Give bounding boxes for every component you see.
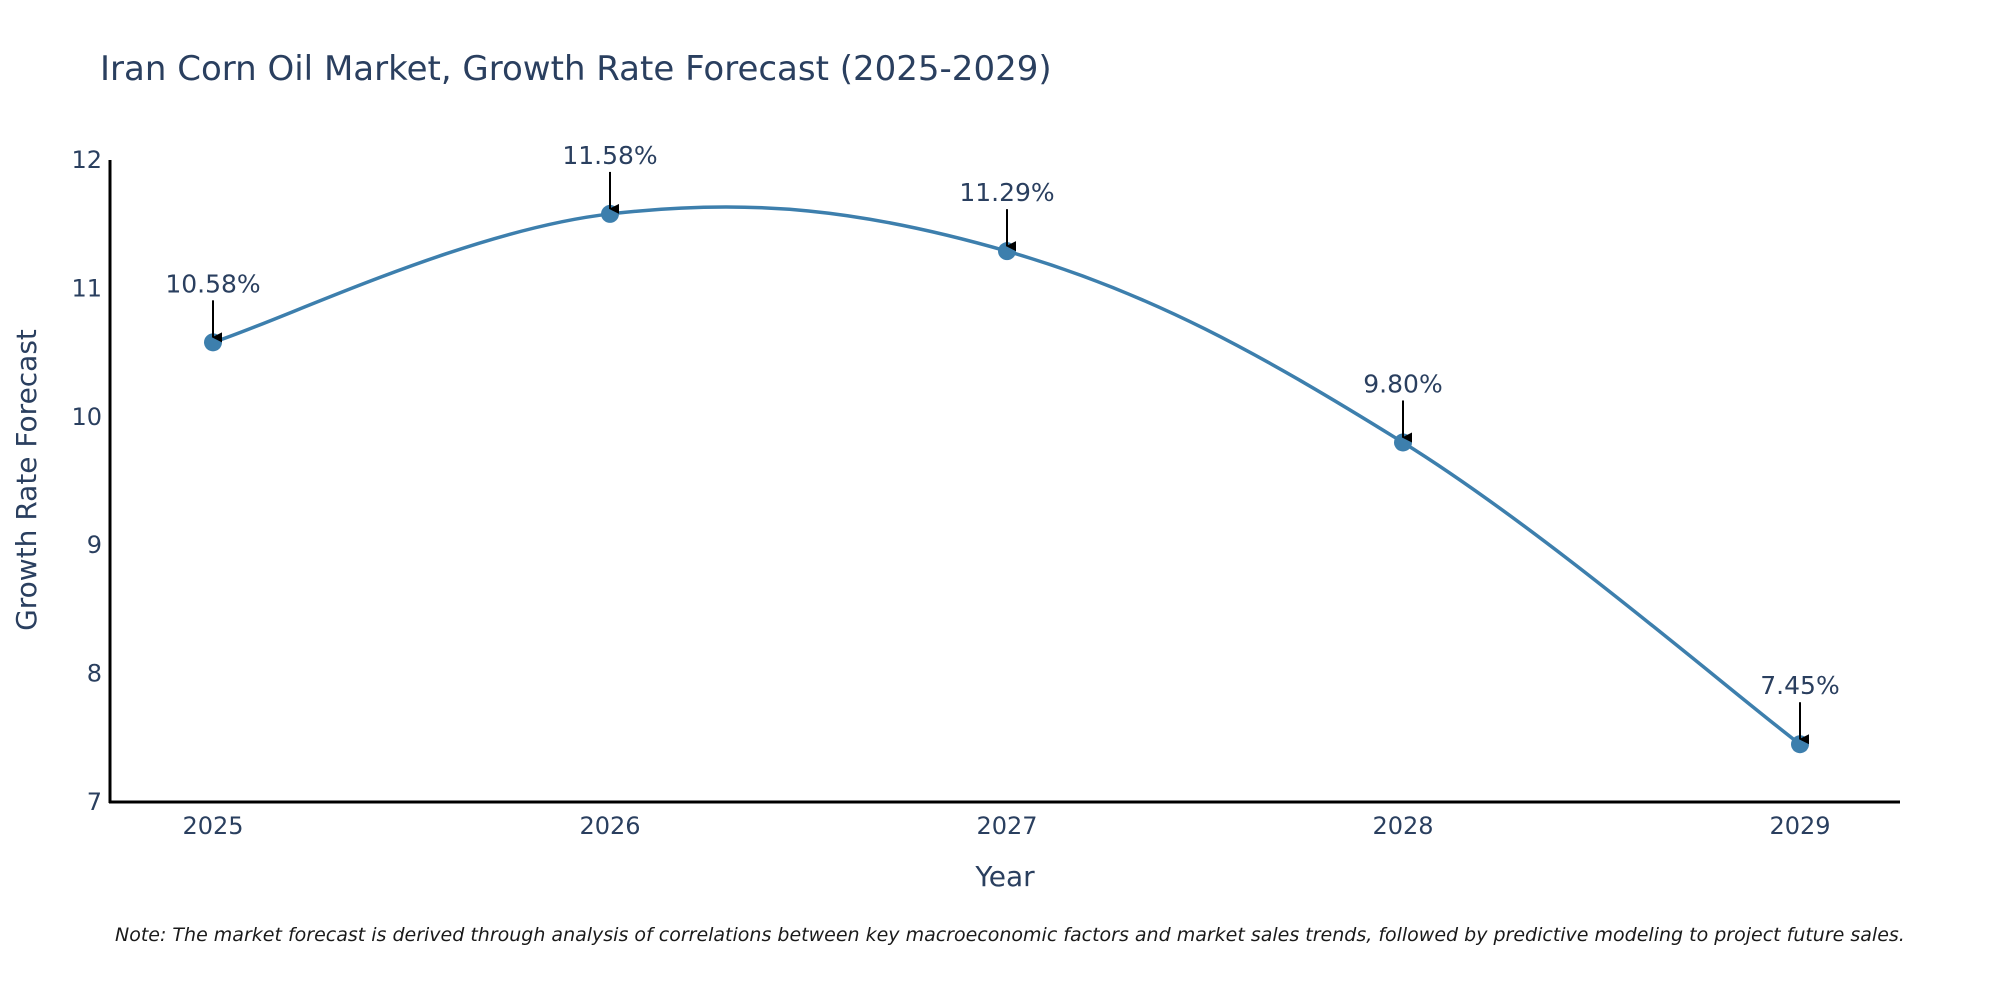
y-tick-label: 12 — [71, 146, 102, 174]
forecast-note: Note: The market forecast is derived thr… — [115, 924, 1905, 946]
data-label: 7.45% — [1760, 671, 1839, 700]
x-tick-label: 2028 — [1372, 812, 1433, 840]
y-tick-label: 9 — [87, 531, 102, 559]
x-axis-title: Year — [974, 860, 1035, 893]
data-label: 10.58% — [165, 269, 260, 298]
y-tick-label: 10 — [71, 403, 102, 431]
axes — [108, 160, 1900, 804]
data-label: 9.80% — [1363, 369, 1442, 398]
x-tick-label: 2029 — [1769, 812, 1830, 840]
data-label: 11.29% — [959, 178, 1054, 207]
y-tick-label: 11 — [71, 274, 102, 302]
x-tick-label: 2026 — [579, 812, 640, 840]
y-axis-title: Growth Rate Forecast — [10, 329, 43, 631]
y-tick-label: 7 — [87, 788, 102, 816]
x-tick-label: 2025 — [182, 812, 243, 840]
data-label: 11.58% — [562, 141, 657, 170]
y-tick-label: 8 — [87, 660, 102, 688]
x-axis-ticks: 2025 2026 2027 2028 2029 — [182, 812, 1830, 840]
series-line — [212, 205, 1802, 746]
x-tick-label: 2027 — [976, 812, 1037, 840]
y-axis-ticks: 7 8 9 10 11 12 — [71, 146, 102, 816]
data-points — [204, 204, 1809, 754]
chart-title: Iran Corn Oil Market, Growth Rate Foreca… — [100, 49, 1052, 89]
data-labels: 10.58% 11.58% 11.29% 9.80% 7.45% — [165, 141, 1840, 745]
